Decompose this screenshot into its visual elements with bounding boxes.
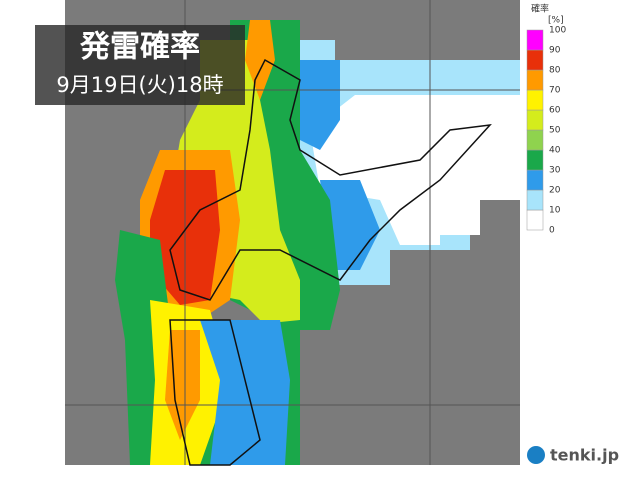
legend-tick-label: 40 xyxy=(549,146,561,156)
legend-swatch xyxy=(526,109,544,131)
legend-unit: [%] xyxy=(548,16,564,26)
legend-swatch xyxy=(526,189,544,211)
legend-swatch xyxy=(526,89,544,111)
legend: 0 10 20 30 40 50 60 70 80 90 100 xyxy=(526,26,566,236)
legend-swatch xyxy=(526,169,544,191)
logo-icon xyxy=(527,446,545,464)
logo: tenki.jp xyxy=(550,446,619,465)
map xyxy=(65,0,520,466)
legend-tick-label: 90 xyxy=(549,46,561,56)
legend-tick-label: 30 xyxy=(549,166,561,176)
legend-swatch xyxy=(526,29,544,51)
legend-swatch xyxy=(526,209,544,231)
legend-swatch xyxy=(526,49,544,71)
title: 発雷確率 xyxy=(79,30,200,65)
legend-tick-label: 100 xyxy=(549,26,566,36)
legend-swatch xyxy=(526,149,544,171)
legend-swatch xyxy=(526,69,544,91)
legend-title: 確率 xyxy=(531,3,549,15)
legend-swatch xyxy=(526,129,544,151)
legend-tick-label: 50 xyxy=(549,126,561,136)
legend-tick-label: 80 xyxy=(549,66,561,76)
legend-tick-label: 0 xyxy=(549,226,555,236)
datetime: 9月19日(火)18時 xyxy=(56,73,223,97)
title-box xyxy=(35,25,245,105)
legend-tick-label: 10 xyxy=(549,206,561,216)
legend-tick-label: 60 xyxy=(549,106,561,116)
legend-tick-label: 20 xyxy=(549,186,561,196)
legend-tick-label: 70 xyxy=(549,86,561,96)
